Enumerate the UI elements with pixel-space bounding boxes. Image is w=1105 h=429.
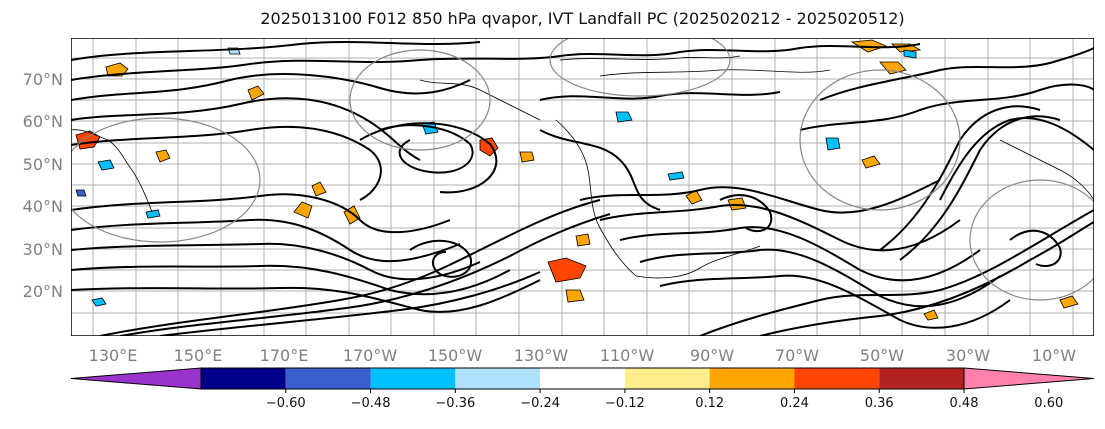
colorbar-segment: [370, 368, 456, 389]
lat-label-5: 20°N: [23, 282, 63, 301]
colorbar: −0.60 −0.48 −0.36 −0.24 −0.12 0.12 0.24 0.36 0.4…: [70, 367, 1095, 411]
colorbar-extend-max: [963, 367, 1095, 390]
lat-label-2: 50°N: [23, 155, 63, 174]
colorbar-segment: [455, 368, 541, 389]
colorbar-tick-label-2: −0.36: [435, 396, 475, 411]
lon-label-9: 50°W: [860, 346, 904, 365]
lon-label-7: 90°W: [690, 346, 734, 365]
colorbar-segment: [285, 368, 371, 389]
lon-label-3: 170°W: [343, 346, 398, 365]
contour-lines: [71, 41, 1094, 336]
colorbar-tick-label-8: 0.48: [950, 396, 979, 411]
colorbar-tick-label-1: −0.48: [351, 396, 391, 411]
longitude-labels: 130°E 150°E 170°E 170°W 150°W 130°W 110°W 90°W 7…: [89, 346, 1077, 365]
colorbar-tick-label-4: −0.12: [605, 396, 645, 411]
lon-label-2: 170°E: [260, 346, 309, 365]
lon-label-4: 150°W: [428, 346, 483, 365]
latitude-labels: 70°N 60°N 50°N 40°N 30°N 20°N: [23, 70, 63, 301]
lat-label-4: 30°N: [23, 240, 63, 259]
lon-label-5: 130°W: [514, 346, 569, 365]
coastlines: [71, 55, 1094, 279]
map-plot-area: [71, 38, 1094, 336]
lon-label-10: 30°W: [946, 346, 990, 365]
lon-label-8: 70°W: [775, 346, 819, 365]
lon-label-6: 110°W: [600, 346, 655, 365]
colorbar-segment: [540, 368, 625, 389]
colorbar-frame: [200, 367, 965, 390]
lon-label-1: 150°E: [174, 346, 223, 365]
colorbar-extend-min: [70, 367, 202, 390]
colorbar-tick-label-6: 0.24: [780, 396, 809, 411]
negative-anomaly-fills: [75, 47, 917, 307]
lon-label-0: 130°E: [89, 346, 138, 365]
positive-anomaly-fills: [75, 39, 1079, 321]
colorbar-segment: [794, 368, 880, 389]
gray-overlay-circles: [71, 38, 1094, 301]
colorbar-tick-label-9: 0.60: [1034, 396, 1063, 411]
colorbar-segment: [201, 368, 286, 389]
colorbar-tick-label-3: −0.24: [520, 396, 560, 411]
lat-label-3: 40°N: [23, 197, 63, 216]
lat-label-0: 70°N: [23, 70, 63, 89]
lon-label-11: 10°W: [1032, 346, 1076, 365]
colorbar-tick-label-5: 0.12: [695, 396, 724, 411]
colorbar-tick-label-7: 0.36: [865, 396, 894, 411]
map-title: 2025013100 F012 850 hPa qvapor, IVT Land…: [260, 9, 905, 28]
colorbar-segment: [709, 368, 795, 389]
colorbar-segment: [879, 368, 964, 389]
colorbar-tick-label-0: −0.60: [266, 396, 306, 411]
colorbar-segment: [624, 368, 710, 389]
lat-label-1: 60°N: [23, 112, 63, 131]
